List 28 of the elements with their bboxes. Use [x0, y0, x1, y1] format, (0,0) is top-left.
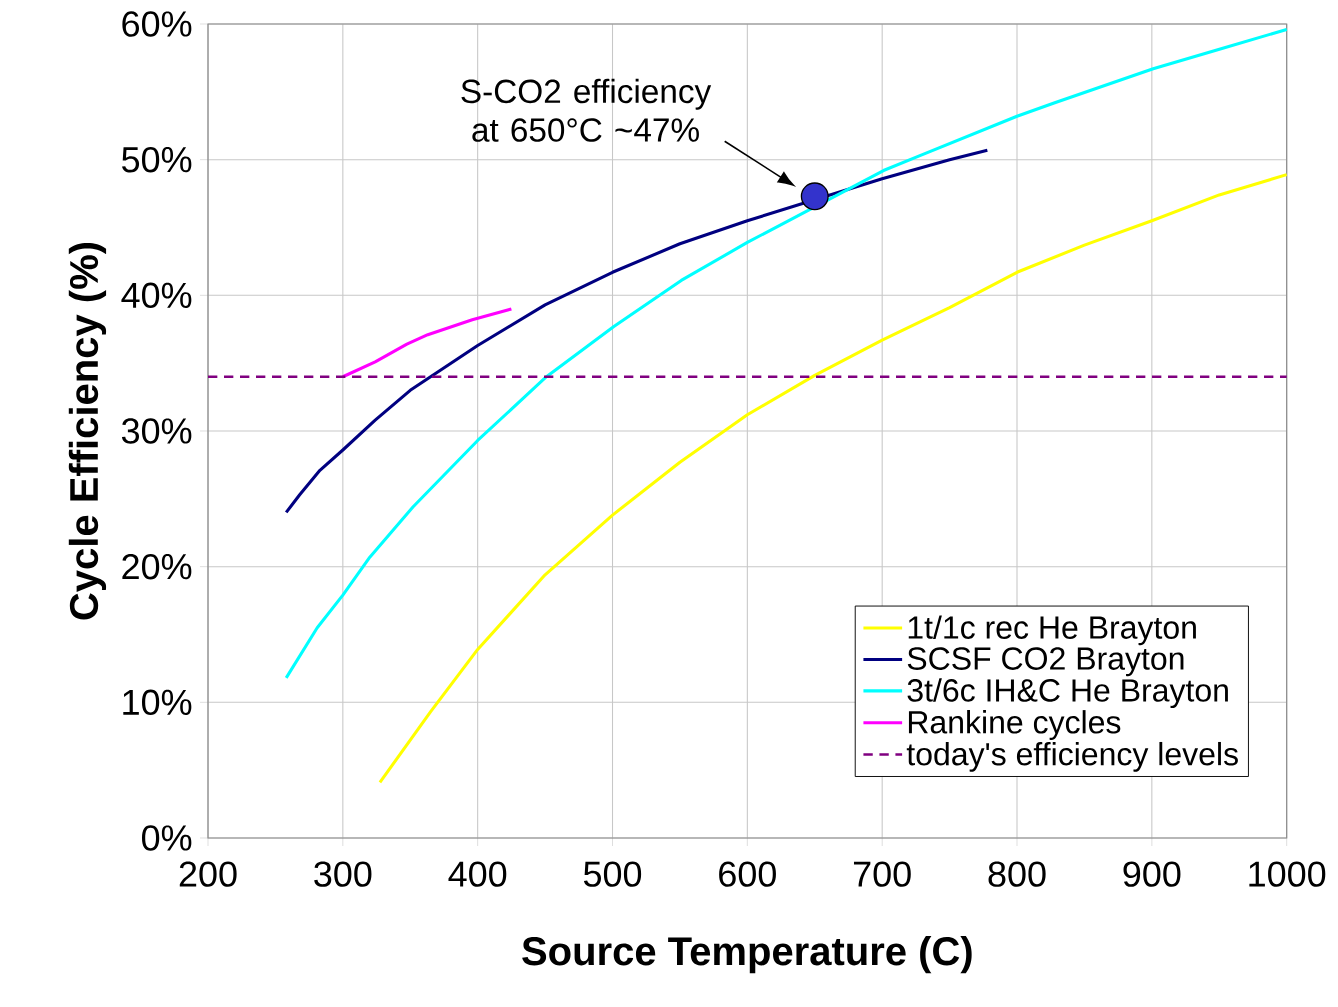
- x-tick-label: 400: [448, 861, 507, 887]
- legend-label: 3t/6c IH&C He Brayton: [907, 678, 1228, 709]
- line-series: [284, 27, 1289, 680]
- legend-label: today's efficiency levels: [906, 741, 1238, 772]
- y-axis-title: Cycle Efficiency (%): [68, 242, 107, 620]
- x-tick-label: 500: [583, 861, 642, 887]
- x-tick-label: 200: [179, 861, 237, 887]
- x-tick-label: 1000: [1249, 861, 1326, 887]
- y-tick-label: 30%: [121, 418, 192, 444]
- y-tick-label: 10%: [123, 689, 192, 716]
- legend-label: Rankine cycles: [908, 710, 1121, 740]
- y-tick-label: 0%: [141, 825, 192, 851]
- y-tick-label: 60%: [122, 11, 192, 37]
- line-series: [341, 307, 513, 379]
- legend-label: 1t/1c rec He Brayton: [908, 615, 1196, 646]
- y-tick-label: 20%: [122, 553, 192, 580]
- x-tick-label: 900: [1123, 861, 1181, 887]
- annotation: S-CO2 efficiency at 650°C ~47%: [461, 78, 712, 142]
- y-tick-label: 40%: [121, 282, 192, 309]
- x-axis-title: Source Temperature (C): [522, 936, 972, 974]
- x-tick-label: 600: [719, 861, 776, 887]
- y-tick-label: 50%: [122, 146, 192, 173]
- x-tick-label: 300: [314, 861, 372, 887]
- x-tick-label: 800: [988, 861, 1046, 887]
- line-series: [284, 148, 989, 514]
- legend-label: SCSF CO2 Brayton: [907, 647, 1184, 677]
- line-series: [378, 173, 1289, 784]
- x-tick-label: 700: [853, 861, 911, 887]
